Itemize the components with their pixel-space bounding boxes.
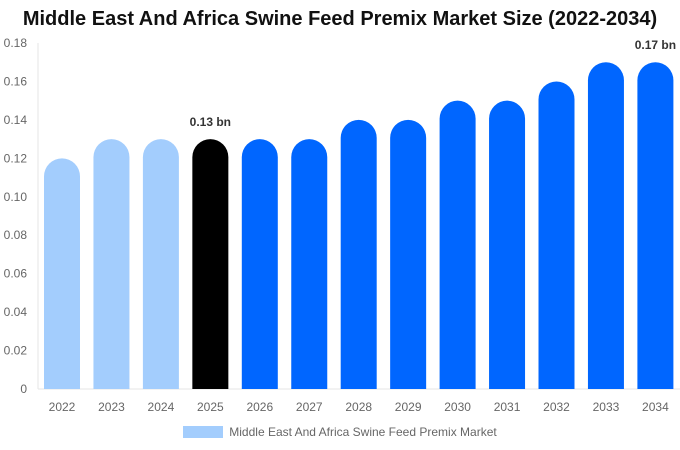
y-tick-label: 0.04 (4, 305, 28, 319)
x-tick-label: 2024 (148, 400, 175, 414)
x-tick-label: 2025 (197, 400, 224, 414)
bar-2027 (291, 139, 328, 389)
x-tick-label: 2027 (296, 400, 323, 414)
y-tick-label: 0.10 (4, 190, 28, 204)
x-tick-label: 2030 (444, 400, 471, 414)
bar-2026 (241, 139, 278, 389)
y-tick-label: 0.02 (4, 344, 28, 358)
bar-2022 (44, 158, 80, 389)
x-tick-label: 2032 (543, 400, 570, 414)
bar-2031 (489, 100, 526, 389)
legend-swatch (183, 426, 224, 438)
data-label-2034: 0.17 bn (635, 38, 676, 52)
y-tick-label: 0.06 (4, 267, 28, 281)
y-tick-label: 0.16 (4, 74, 28, 88)
bar-2024 (142, 139, 179, 389)
bar-2028 (340, 119, 377, 389)
legend: Middle East And Africa Swine Feed Premix… (0, 425, 680, 439)
y-tick-label: 0.18 (4, 36, 28, 50)
bar-2029 (390, 119, 427, 389)
legend-label: Middle East And Africa Swine Feed Premix… (229, 425, 497, 439)
bar-2033 (587, 62, 624, 389)
bar-2030 (439, 100, 476, 389)
bar-2032 (538, 81, 575, 389)
y-tick-label: 0.14 (4, 113, 28, 127)
x-tick-label: 2028 (345, 400, 372, 414)
x-tick-label: 2023 (98, 400, 125, 414)
x-tick-label: 2031 (494, 400, 521, 414)
bar-2034 (637, 62, 674, 389)
x-tick-label: 2029 (395, 400, 422, 414)
x-tick-label: 2033 (593, 400, 620, 414)
x-tick-label: 2034 (642, 400, 669, 414)
y-tick-label: 0.08 (4, 228, 28, 242)
x-tick-label: 2022 (49, 400, 76, 414)
y-tick-label: 0.12 (4, 151, 28, 165)
chart-title: Middle East And Africa Swine Feed Premix… (22, 8, 658, 30)
data-label-2025: 0.13 bn (190, 115, 231, 129)
x-tick-label: 2026 (246, 400, 273, 414)
y-tick-label: 0 (20, 382, 27, 396)
bar-2025 (192, 139, 229, 389)
bar-2023 (93, 139, 130, 389)
